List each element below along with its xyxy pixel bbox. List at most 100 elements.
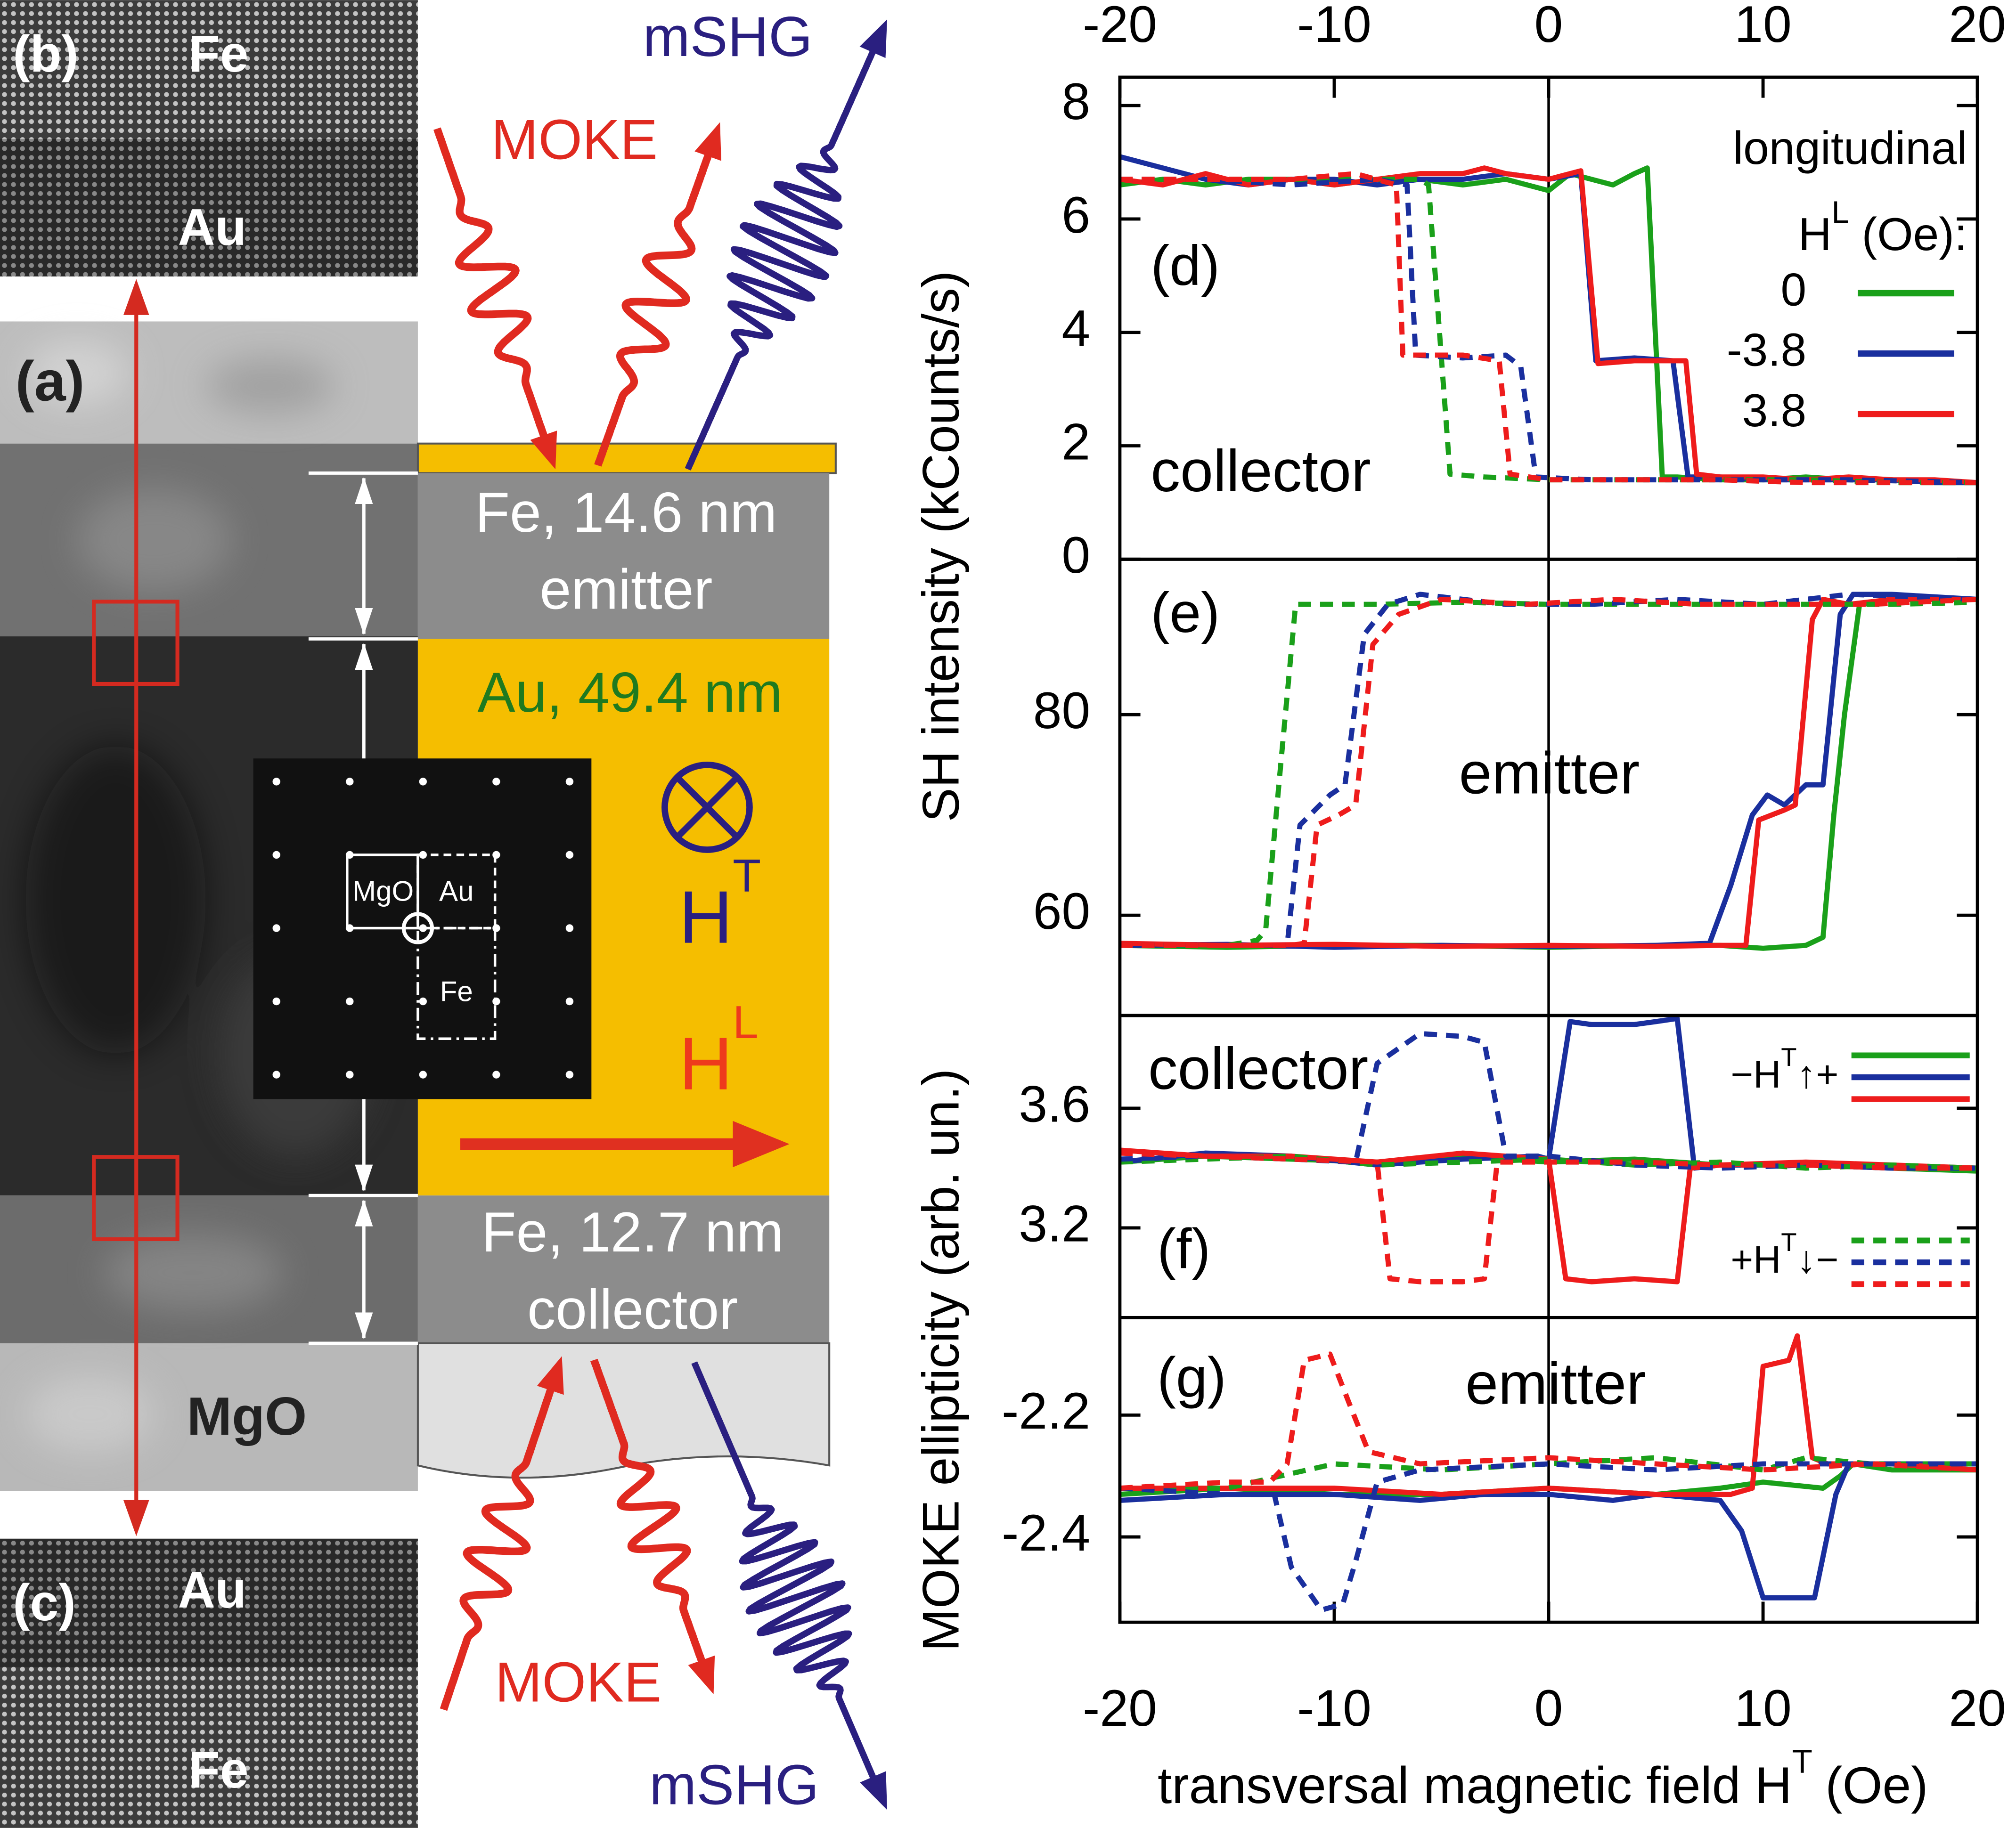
y-tick-label: 2 [1061,413,1090,471]
tem-label: Au [178,199,246,256]
legend-label-post: ↑+ [1797,1053,1839,1096]
tem-label: MgO [187,1386,307,1446]
x-tick-label: 20 [1949,1680,2006,1737]
field-sup: L [733,996,759,1048]
y-tick-label: 60 [1033,883,1090,940]
legend-label: +HT↓− [1730,1228,1838,1281]
x-tick-label: -10 [1297,1680,1371,1737]
x-tick-label: 0 [1534,1680,1563,1737]
beam [590,1357,707,1668]
legend-field-base: H [1798,208,1832,260]
beam [433,126,549,444]
zoom-box [92,600,180,686]
x-axis-label: transversal magnetic field HT (Oe) [1158,1743,1928,1814]
series-line [1119,1351,1978,1491]
beam [691,1361,878,1784]
beams [433,19,887,1810]
field-base: H [679,1022,733,1105]
beam-label: mSHG [649,1754,819,1817]
panel-label: (g) [1157,1346,1226,1409]
layer-label: collector [527,1278,738,1341]
field-label: HT [679,850,761,959]
series-line [1119,1150,1978,1284]
beam-head [688,1655,715,1694]
panel-label: (f) [1157,1218,1210,1281]
zoom-arrowhead [123,1500,149,1536]
beam [594,148,714,468]
legend-field-sup: L [1832,195,1849,229]
y-axis-label: MOKE ellipticity (arb. un.) [913,1069,970,1651]
legend-label: 3.8 [1742,384,1807,436]
tem-a [0,321,418,1491]
legend-label-pre: +H [1730,1238,1781,1281]
x-tick-label: -10 [1297,0,1371,53]
charts: 0 2 4 6 8 -20 -10 0 10 20 (d) collector SH intensity… [913,0,2006,1814]
series-line [1119,1461,1978,1601]
tem-label: Fe [188,1741,248,1799]
legend-label-sup: T [1781,1228,1796,1257]
x-tick-label: 10 [1734,0,1791,53]
diffraction-label: Au [439,876,473,907]
legend-field-rest: (Oe): [1862,208,1967,260]
field-arrow-head [733,1121,790,1168]
y-tick-label: -2.4 [1002,1504,1090,1562]
fe-emitter-layer [417,473,830,639]
panel-label: (b) [13,25,78,83]
series-line [1119,1031,1978,1171]
y-tick-label: 0 [1061,527,1090,584]
legend-label: -3.8 [1727,324,1806,376]
beam-label: mSHG [643,5,812,68]
x-tick-label: -20 [1083,0,1157,53]
beam-head [860,1771,887,1810]
x-tick-label: 10 [1734,1680,1791,1737]
au-cap [416,442,837,474]
field-label: HL [679,996,759,1105]
beam [685,44,878,471]
beam-head [859,19,887,58]
y-tick-label: 3.6 [1019,1076,1090,1133]
zoom-box [92,1155,180,1242]
x-tick-label: -20 [1083,1680,1157,1737]
y-tick-label: 80 [1033,682,1090,739]
x-axis-label-sup: T [1792,1743,1812,1780]
zoom-arrowhead [123,279,149,315]
legend-label: 0 [1781,263,1807,315]
panel-label: (d) [1151,234,1220,297]
annotation: emitter [1459,739,1640,806]
x-axis-label-rest: (Oe) [1825,1757,1928,1814]
tem-c-au [0,1538,418,1667]
diffraction-label: Fe [440,976,473,1007]
beam-label: MOKE [491,108,658,171]
layer-label: Fe, 12.7 nm [482,1201,784,1264]
tem-b-au [0,138,418,276]
panel-label: (e) [1151,581,1220,644]
tem-b [0,0,418,276]
legend-label: −HT↑+ [1730,1043,1838,1096]
beam-head [694,122,721,161]
beam-label: MOKE [495,1650,662,1714]
fe-collector-layer [417,1195,830,1343]
legend-label-sup: T [1781,1043,1796,1072]
x-tick-label: 0 [1534,0,1563,53]
legend-label-pre: −H [1730,1053,1781,1096]
field-base: H [679,875,733,959]
annotation: collector [1148,1035,1368,1102]
x-tick-label: 20 [1949,0,2006,53]
annotation: emitter [1465,1350,1646,1417]
field-sup: T [733,850,761,902]
legend-label-post: ↓− [1797,1238,1839,1281]
y-tick-label: 4 [1061,300,1090,357]
legend-field: HL (Oe): [1798,195,1967,260]
y-tick-label: 8 [1061,73,1090,130]
tem-label: Au [178,1561,246,1619]
y-axis-label: SH intensity (kCounts/s) [913,271,970,822]
panel-label: (a) [16,350,85,413]
y-tick-label: 6 [1061,187,1090,244]
series-line [1119,171,1978,486]
diffraction-cells [346,853,497,1040]
panel-label: (c) [13,1574,75,1632]
annotation: collector [1151,438,1371,504]
beam-head [537,1356,564,1395]
